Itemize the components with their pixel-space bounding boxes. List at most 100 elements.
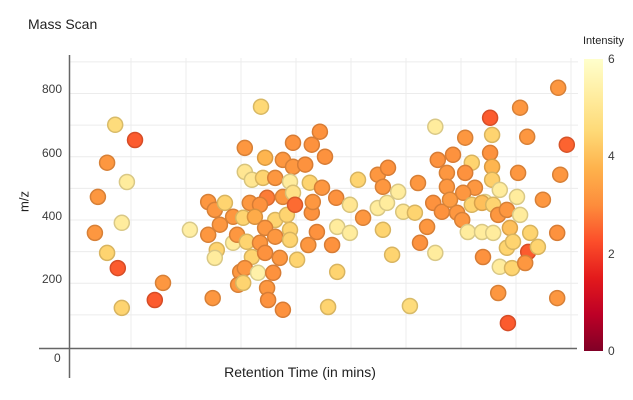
scatter-point[interactable] (558, 136, 576, 153)
scatter-point[interactable] (516, 254, 534, 272)
scatter-point[interactable] (126, 131, 144, 149)
scatter-point[interactable] (354, 209, 372, 227)
scatter-point[interactable] (484, 224, 502, 242)
scatter-point[interactable] (118, 173, 136, 191)
scatter-point[interactable] (548, 224, 566, 242)
scatter-point[interactable] (341, 196, 359, 214)
scatter-point[interactable] (106, 116, 124, 134)
scatter-point[interactable] (511, 99, 529, 116)
scatter-point[interactable] (311, 123, 329, 140)
scatter-point[interactable] (518, 128, 536, 146)
scatter-point[interactable] (499, 314, 517, 332)
scatter-point[interactable] (98, 244, 116, 262)
scatter-point[interactable] (249, 264, 267, 282)
chart-title: Mass Scan (28, 16, 98, 32)
scatter-point[interactable] (456, 164, 474, 182)
scatter-point[interactable] (296, 156, 314, 173)
scatter-point[interactable] (327, 189, 345, 207)
scatter-point[interactable] (383, 246, 401, 264)
scatter-point[interactable] (481, 144, 499, 162)
scatter-point[interactable] (274, 301, 292, 319)
scatter-point[interactable] (406, 204, 424, 221)
scatter-point[interactable] (549, 79, 567, 97)
scatter-point[interactable] (429, 151, 447, 169)
scatter-point[interactable] (313, 179, 331, 196)
scatter-point[interactable] (509, 164, 527, 182)
scatter-point[interactable] (288, 251, 306, 269)
x-axis-label: Retention Time (in mins) (224, 364, 376, 380)
scatter-point[interactable] (319, 298, 337, 316)
scatter-point[interactable] (304, 193, 322, 211)
scatter-point[interactable] (501, 219, 519, 237)
scatter-point[interactable] (199, 226, 217, 244)
scatter-point[interactable] (379, 159, 397, 177)
scatter-point[interactable] (286, 196, 304, 214)
scatter-point[interactable] (438, 164, 456, 182)
scatter-point[interactable] (259, 291, 277, 309)
scatter-point[interactable] (109, 259, 127, 277)
scatter-point[interactable] (113, 214, 131, 232)
scatter-point[interactable] (474, 248, 492, 266)
scatter-point[interactable] (154, 274, 172, 292)
scatter-point[interactable] (308, 223, 326, 241)
scatter-point[interactable] (252, 98, 270, 115)
scatter-point[interactable] (216, 194, 234, 212)
scatter-point[interactable] (551, 166, 569, 183)
scatter-point[interactable] (256, 244, 274, 262)
scatter-point[interactable] (529, 238, 547, 256)
scatter-point[interactable] (411, 234, 429, 252)
scatter-point[interactable] (98, 154, 116, 171)
scatter-point[interactable] (409, 174, 427, 192)
scatter-point[interactable] (266, 228, 284, 245)
scatter-point[interactable] (511, 206, 529, 224)
scatter-point[interactable] (349, 171, 367, 189)
scatter-point[interactable] (418, 218, 436, 236)
scatter-point[interactable] (266, 169, 284, 187)
scatter-point[interactable] (341, 224, 359, 242)
scatter-point[interactable] (271, 249, 289, 267)
scatter-point[interactable] (236, 139, 254, 157)
y-tick-label: 400 (41, 208, 62, 223)
scatter-point[interactable] (489, 284, 507, 302)
scatter-point[interactable] (374, 178, 392, 196)
scatter-point[interactable] (303, 136, 321, 153)
scatter-point[interactable] (427, 118, 444, 135)
scatter-point[interactable] (389, 183, 407, 201)
scatter-point[interactable] (211, 216, 229, 233)
scatter-point[interactable] (378, 194, 396, 212)
scatter-point[interactable] (401, 297, 419, 315)
scatter-point[interactable] (483, 126, 501, 144)
scatter-point[interactable] (491, 181, 509, 199)
scatter-point[interactable] (323, 236, 341, 254)
scatter-point[interactable] (316, 148, 334, 165)
scatter-point[interactable] (256, 149, 274, 166)
scatter-point[interactable] (481, 109, 499, 127)
scatter-point[interactable] (86, 224, 104, 242)
scatter-point[interactable] (441, 191, 459, 208)
scatter-point[interactable] (300, 236, 317, 254)
scatter-point[interactable] (113, 299, 131, 317)
scatter-point[interactable] (146, 291, 164, 309)
scatter-point[interactable] (264, 264, 282, 282)
scatter-point[interactable] (534, 191, 552, 208)
scatter-point[interactable] (521, 224, 539, 242)
scatter-point[interactable] (427, 244, 444, 262)
scatter-point[interactable] (508, 188, 526, 206)
scatter-point[interactable] (181, 221, 199, 239)
scatter-point[interactable] (504, 233, 522, 251)
scatter-point[interactable] (456, 129, 474, 146)
scatter-point[interactable] (234, 274, 252, 292)
scatter-point[interactable] (284, 134, 302, 152)
scatter-point[interactable] (246, 208, 264, 226)
scatter-point[interactable] (374, 221, 392, 239)
scatter-point[interactable] (459, 223, 477, 241)
scatter-point[interactable] (204, 289, 221, 307)
scatter-point[interactable] (206, 249, 224, 267)
colorbar-gradient (584, 59, 603, 351)
scatter-point[interactable] (444, 146, 462, 164)
scatter-point[interactable] (328, 263, 346, 281)
scatter-point[interactable] (281, 231, 299, 249)
scatter-point[interactable] (454, 184, 472, 202)
scatter-point[interactable] (89, 188, 107, 206)
scatter-point[interactable] (548, 289, 566, 307)
